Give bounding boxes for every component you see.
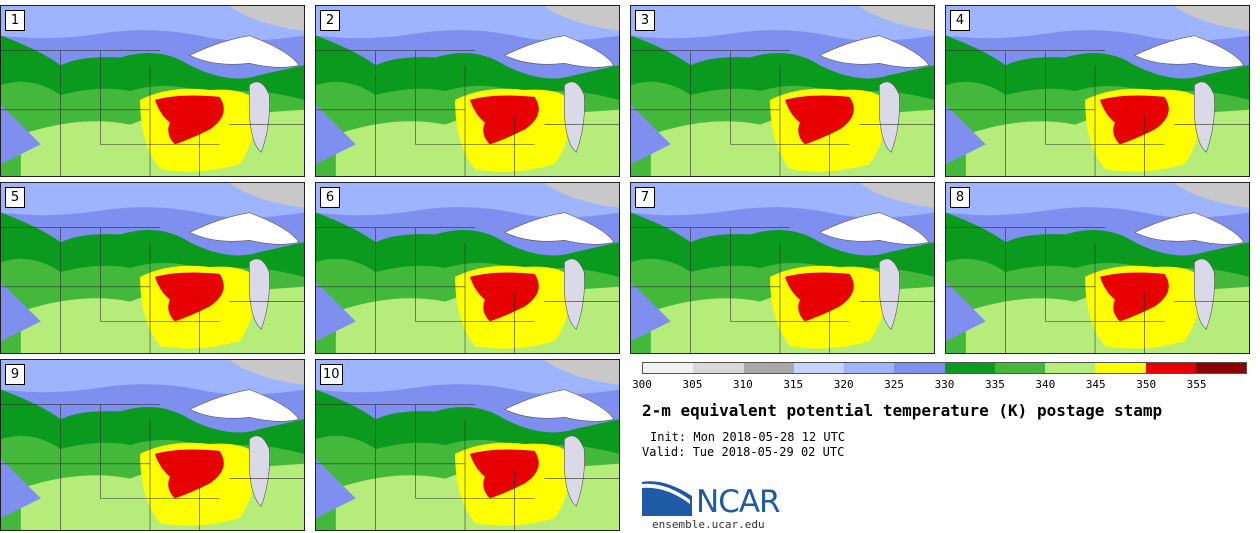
colorbar-segment — [793, 363, 844, 373]
colorbar-segment — [1195, 363, 1246, 373]
postage-stamp-map: 5 — [0, 182, 305, 354]
figure-title: 2-m equivalent potential temperature (K)… — [642, 401, 1163, 420]
stamp-member-label: 6 — [320, 187, 340, 208]
postage-stamp-map: 9 — [0, 359, 305, 531]
colorbar-segment — [1145, 363, 1196, 373]
colorbar-tick-label: 315 — [783, 378, 804, 391]
colorbar-tick-label: 355 — [1186, 378, 1207, 391]
colorbar-segment — [844, 363, 895, 373]
colorbar-segment — [743, 363, 794, 373]
colorbar-tick-label: 330 — [934, 378, 955, 391]
colorbar-tick-label: 305 — [682, 378, 703, 391]
stamp-member-label: 2 — [320, 10, 340, 31]
colorbar-tick-label: 345 — [1085, 378, 1106, 391]
postage-stamp-map: 10 — [315, 359, 620, 531]
postage-stamp-map: 3 — [630, 5, 935, 177]
postage-stamp-map: 8 — [945, 182, 1250, 354]
ncar-logo-text: NCAR — [696, 484, 781, 520]
stamp-member-label: 3 — [635, 10, 655, 31]
colorbar-segment — [944, 363, 995, 373]
stamp-member-label: 7 — [635, 187, 655, 208]
colorbar-segment — [1045, 363, 1096, 373]
stamp-member-label: 4 — [950, 10, 970, 31]
colorbar-segment — [693, 363, 744, 373]
colorbar-tick-label: 350 — [1136, 378, 1157, 391]
colorbar-tick-label: 325 — [884, 378, 905, 391]
postage-stamp-map: 2 — [315, 5, 620, 177]
colorbar-segment — [643, 363, 694, 373]
colorbar-tick-label: 310 — [732, 378, 753, 391]
stamp-member-label: 10 — [320, 364, 343, 385]
init-time: Init: Mon 2018-05-28 12 UTC — [650, 430, 846, 444]
ncar-logo-icon — [642, 481, 692, 516]
stamp-member-label: 9 — [5, 364, 25, 385]
postage-stamp-map: 4 — [945, 5, 1250, 177]
postage-stamp-map: 7 — [630, 182, 935, 354]
colorbar-tick-label: 335 — [984, 378, 1005, 391]
valid-time: Valid: Tue 2018-05-29 02 UTC — [642, 445, 845, 459]
stamp-member-label: 8 — [950, 187, 970, 208]
stamp-member-label: 1 — [5, 10, 25, 31]
colorbar-tick-label: 340 — [1035, 378, 1056, 391]
postage-stamp-map: 6 — [315, 182, 620, 354]
colorbar-tick-label: 300 — [632, 378, 652, 391]
colorbar-segment — [1095, 363, 1146, 373]
colorbar — [642, 362, 1247, 374]
postage-stamp-map: 1 — [0, 5, 305, 177]
colorbar-ticks: 300 305 310 315 320 325 330 335 340 345 350 355 — [632, 378, 1247, 392]
colorbar-segment — [994, 363, 1045, 373]
colorbar-segment — [894, 363, 945, 373]
stamp-member-label: 5 — [5, 187, 25, 208]
colorbar-tick-label: 320 — [833, 378, 854, 391]
website-url: ensemble.ucar.edu — [652, 518, 765, 531]
